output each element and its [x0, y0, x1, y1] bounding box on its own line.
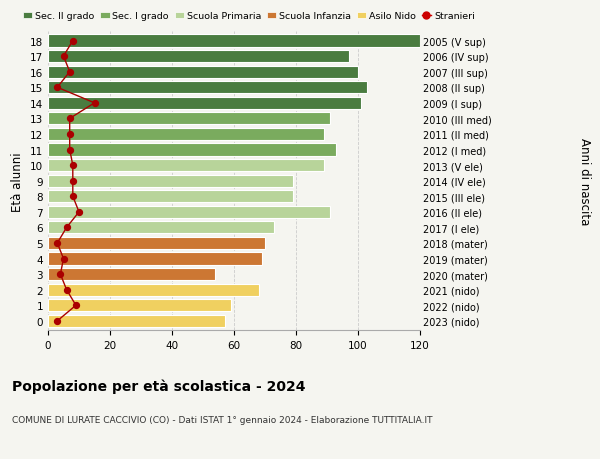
Bar — [48, 222, 274, 234]
Bar — [48, 160, 324, 172]
Point — [62, 224, 71, 232]
Y-axis label: Età alunni: Età alunni — [11, 151, 25, 211]
Bar — [48, 191, 293, 203]
Point — [68, 178, 77, 185]
Bar — [48, 82, 367, 94]
Point — [62, 286, 71, 294]
Point — [65, 116, 74, 123]
Legend: Sec. II grado, Sec. I grado, Scuola Primaria, Scuola Infanzia, Asilo Nido, Stran: Sec. II grado, Sec. I grado, Scuola Prim… — [23, 12, 475, 22]
Point — [68, 38, 77, 45]
Point — [65, 131, 74, 138]
Text: Popolazione per età scolastica - 2024: Popolazione per età scolastica - 2024 — [12, 379, 305, 393]
Bar — [48, 129, 324, 141]
Point — [68, 193, 77, 201]
Bar — [48, 300, 231, 312]
Point — [56, 271, 65, 278]
Bar — [48, 113, 330, 125]
Point — [53, 84, 62, 92]
Bar — [48, 315, 225, 327]
Point — [59, 255, 68, 263]
Bar — [48, 144, 337, 156]
Bar — [48, 67, 358, 78]
Point — [71, 302, 81, 309]
Bar — [48, 35, 420, 48]
Point — [53, 318, 62, 325]
Bar — [48, 269, 215, 280]
Point — [68, 162, 77, 169]
Bar — [48, 51, 349, 63]
Bar — [48, 207, 330, 218]
Point — [74, 209, 84, 216]
Point — [65, 69, 74, 76]
Point — [90, 100, 100, 107]
Point — [53, 240, 62, 247]
Bar — [48, 284, 259, 296]
Bar — [48, 237, 265, 250]
Bar — [48, 98, 361, 110]
Y-axis label: Anni di nascita: Anni di nascita — [578, 138, 590, 225]
Bar — [48, 175, 293, 187]
Bar — [48, 253, 262, 265]
Point — [65, 146, 74, 154]
Point — [59, 53, 68, 61]
Text: COMUNE DI LURATE CACCIVIO (CO) - Dati ISTAT 1° gennaio 2024 - Elaborazione TUTTI: COMUNE DI LURATE CACCIVIO (CO) - Dati IS… — [12, 415, 433, 425]
